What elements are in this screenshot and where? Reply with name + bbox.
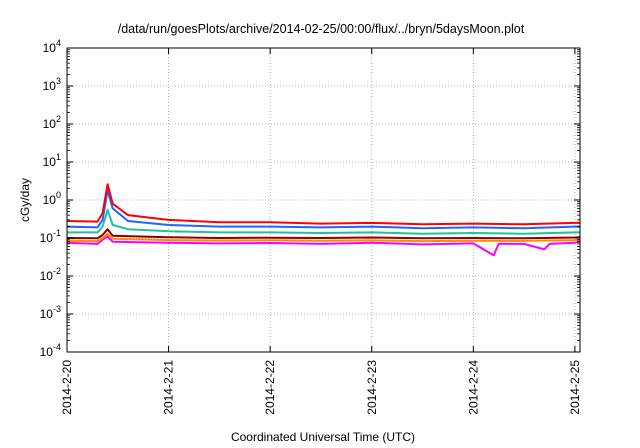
chart-title: /data/run/goesPlots/archive/2014-02-25/0… xyxy=(118,22,525,36)
ticks xyxy=(66,47,580,353)
y-tick-exponent: -2 xyxy=(53,266,61,276)
y-tick-label: 10-2 xyxy=(40,266,61,283)
y-tick-label: 10-1 xyxy=(40,228,61,245)
series-line-3 xyxy=(66,228,581,240)
y-tick-base: 10 xyxy=(43,117,57,131)
gridlines xyxy=(67,48,580,352)
y-tick-exponent: 3 xyxy=(56,76,61,86)
series-line-4 xyxy=(67,208,580,235)
y-tick-exponent: 0 xyxy=(56,190,61,200)
x-tick-label: 2014-2-24 xyxy=(466,360,480,415)
y-tick-exponent: 4 xyxy=(56,38,61,48)
x-tick-labels: 2014-2-20 2014-2-21 2014-2-22 2014-2-23 2014… xyxy=(60,360,582,415)
y-tick-base: 10 xyxy=(40,231,54,245)
series-group xyxy=(66,183,581,257)
y-tick-base: 10 xyxy=(43,79,57,93)
x-tick-label: 2014-2-22 xyxy=(263,360,277,415)
y-tick-label: 104 xyxy=(43,38,61,55)
y-tick-label: 10-3 xyxy=(40,304,61,321)
y-tick-label: 101 xyxy=(43,152,61,169)
x-tick-label: 2014-2-20 xyxy=(60,360,74,415)
y-tick-exponent: -4 xyxy=(53,342,61,352)
y-tick-exponent: -1 xyxy=(53,228,61,238)
y-tick-base: 10 xyxy=(40,345,54,359)
y-tick-exponent: 2 xyxy=(56,114,61,124)
y-tick-label: 102 xyxy=(43,114,61,131)
y-tick-base: 10 xyxy=(43,41,57,55)
plot-frame xyxy=(66,47,581,353)
y-tick-base: 10 xyxy=(43,155,57,169)
series-line-2 xyxy=(66,232,581,243)
x-axis-label: Coordinated Universal Time (UTC) xyxy=(231,430,415,444)
y-axis-label: cGy/day xyxy=(18,178,32,222)
y-tick-exponent: -3 xyxy=(53,304,61,314)
x-tick-label: 2014-2-23 xyxy=(365,360,379,415)
y-tick-base: 10 xyxy=(43,193,57,207)
y-tick-base: 10 xyxy=(40,269,54,283)
y-tick-base: 10 xyxy=(40,307,54,321)
y-tick-label: 100 xyxy=(43,190,61,207)
series-line-6 xyxy=(66,183,580,226)
y-tick-label: 10-4 xyxy=(40,342,61,359)
series-line-5 xyxy=(66,189,580,230)
y-tick-label: 103 xyxy=(43,76,61,93)
series-line-1 xyxy=(66,235,581,257)
y-tick-exponent: 1 xyxy=(56,152,61,162)
x-tick-label: 2014-2-25 xyxy=(568,360,582,415)
x-tick-label: 2014-2-21 xyxy=(162,360,176,415)
